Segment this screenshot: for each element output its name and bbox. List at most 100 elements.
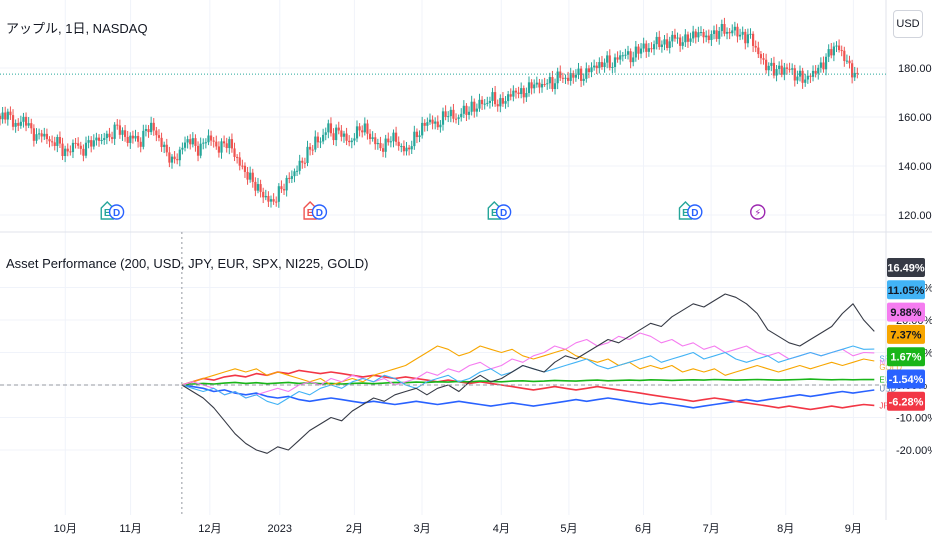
series-line-ni225 xyxy=(181,332,875,399)
candle-up xyxy=(100,139,103,141)
candle-up xyxy=(389,141,392,143)
candle-up xyxy=(342,133,346,137)
candle-up xyxy=(642,43,645,49)
svg-text:⚡: ⚡ xyxy=(754,208,761,219)
candle-up xyxy=(353,138,356,141)
candle-down xyxy=(139,141,142,147)
value-badge: -1.54% xyxy=(887,369,925,389)
candle-up xyxy=(35,134,38,141)
svg-text:11.05%: 11.05% xyxy=(888,285,925,297)
candle-down xyxy=(366,123,369,134)
candle-up xyxy=(207,135,210,143)
price-tick-label: 180.00 xyxy=(898,63,932,75)
candle-down xyxy=(212,140,215,142)
svg-text:D: D xyxy=(113,208,120,219)
candle-down xyxy=(176,159,179,161)
candle-down xyxy=(856,72,859,74)
candle-down xyxy=(629,51,632,63)
candle-up xyxy=(220,141,223,153)
candle-down xyxy=(345,133,348,141)
candle-down xyxy=(275,201,278,203)
candle-up xyxy=(27,123,30,126)
x-axis-label: 8月 xyxy=(777,523,794,535)
candle-down xyxy=(32,128,35,141)
value-badge: 7.37% xyxy=(887,324,925,344)
x-axis-label: 4月 xyxy=(493,523,510,535)
candle-down xyxy=(494,92,497,105)
candle-up xyxy=(778,65,781,70)
candle-up xyxy=(293,171,296,177)
candle-down xyxy=(473,101,476,112)
candle-down xyxy=(566,77,570,81)
svg-text:D: D xyxy=(500,208,507,219)
candle-up xyxy=(199,143,202,156)
candle-down xyxy=(679,37,682,46)
candle-up xyxy=(350,140,353,143)
candle-down xyxy=(79,145,82,149)
candle-up xyxy=(710,33,713,41)
candle-up xyxy=(6,111,9,120)
candle-down xyxy=(381,148,385,152)
candle-up xyxy=(775,69,778,76)
candle-down xyxy=(809,75,812,77)
performance-lines xyxy=(181,293,875,454)
currency-button[interactable]: USD xyxy=(893,10,923,38)
candle-down xyxy=(465,105,468,115)
candle-down xyxy=(793,68,796,81)
candle-down xyxy=(194,138,197,146)
candle-down xyxy=(137,135,140,142)
candle-up xyxy=(613,57,617,67)
candle-up xyxy=(22,116,25,122)
candle-up xyxy=(84,142,88,156)
candle-up xyxy=(746,34,749,44)
candle-down xyxy=(851,63,854,78)
candle-down xyxy=(189,139,192,145)
candle-down xyxy=(236,156,239,158)
candle-up xyxy=(585,68,588,79)
candle-down xyxy=(822,62,825,70)
candle-down xyxy=(431,119,434,124)
value-badge: 16.49% xyxy=(887,258,925,277)
candle-down xyxy=(262,191,265,198)
candle-up xyxy=(478,99,481,109)
candle-down xyxy=(9,111,12,116)
candle-down xyxy=(559,71,562,78)
candle-down xyxy=(40,133,43,137)
candle-down xyxy=(309,146,312,150)
candle-up xyxy=(626,51,630,55)
candle-down xyxy=(374,137,377,145)
candle-up xyxy=(202,142,205,144)
candle-down xyxy=(66,148,69,152)
candle-up xyxy=(535,82,538,85)
candle-down xyxy=(243,165,247,172)
candle-down xyxy=(707,35,710,41)
value-badge: 11.05% xyxy=(887,280,925,300)
candle-down xyxy=(0,115,2,120)
candle-down xyxy=(30,123,33,129)
candle-down xyxy=(90,140,93,147)
candle-down xyxy=(53,142,56,146)
candle-up xyxy=(632,57,635,63)
candle-up xyxy=(720,23,723,32)
price-tick-label: 160.00 xyxy=(898,112,932,124)
candle-down xyxy=(673,34,677,39)
candle-down xyxy=(501,98,505,104)
candle-up xyxy=(699,32,703,34)
candlestick-series xyxy=(0,17,859,208)
candle-up xyxy=(64,148,67,157)
candle-down xyxy=(272,199,275,202)
candle-up xyxy=(186,139,189,143)
candle-up xyxy=(593,65,596,68)
candle-down xyxy=(843,50,846,61)
value-badge: 9.88% xyxy=(887,302,925,322)
candle-down xyxy=(17,122,20,126)
candle-up xyxy=(384,138,387,152)
candle-up xyxy=(671,34,674,42)
candle-up xyxy=(142,130,145,147)
candle-down xyxy=(152,122,155,131)
candle-up xyxy=(413,131,416,147)
candle-up xyxy=(639,48,643,54)
candle-down xyxy=(361,130,364,133)
candle-up xyxy=(56,136,59,146)
